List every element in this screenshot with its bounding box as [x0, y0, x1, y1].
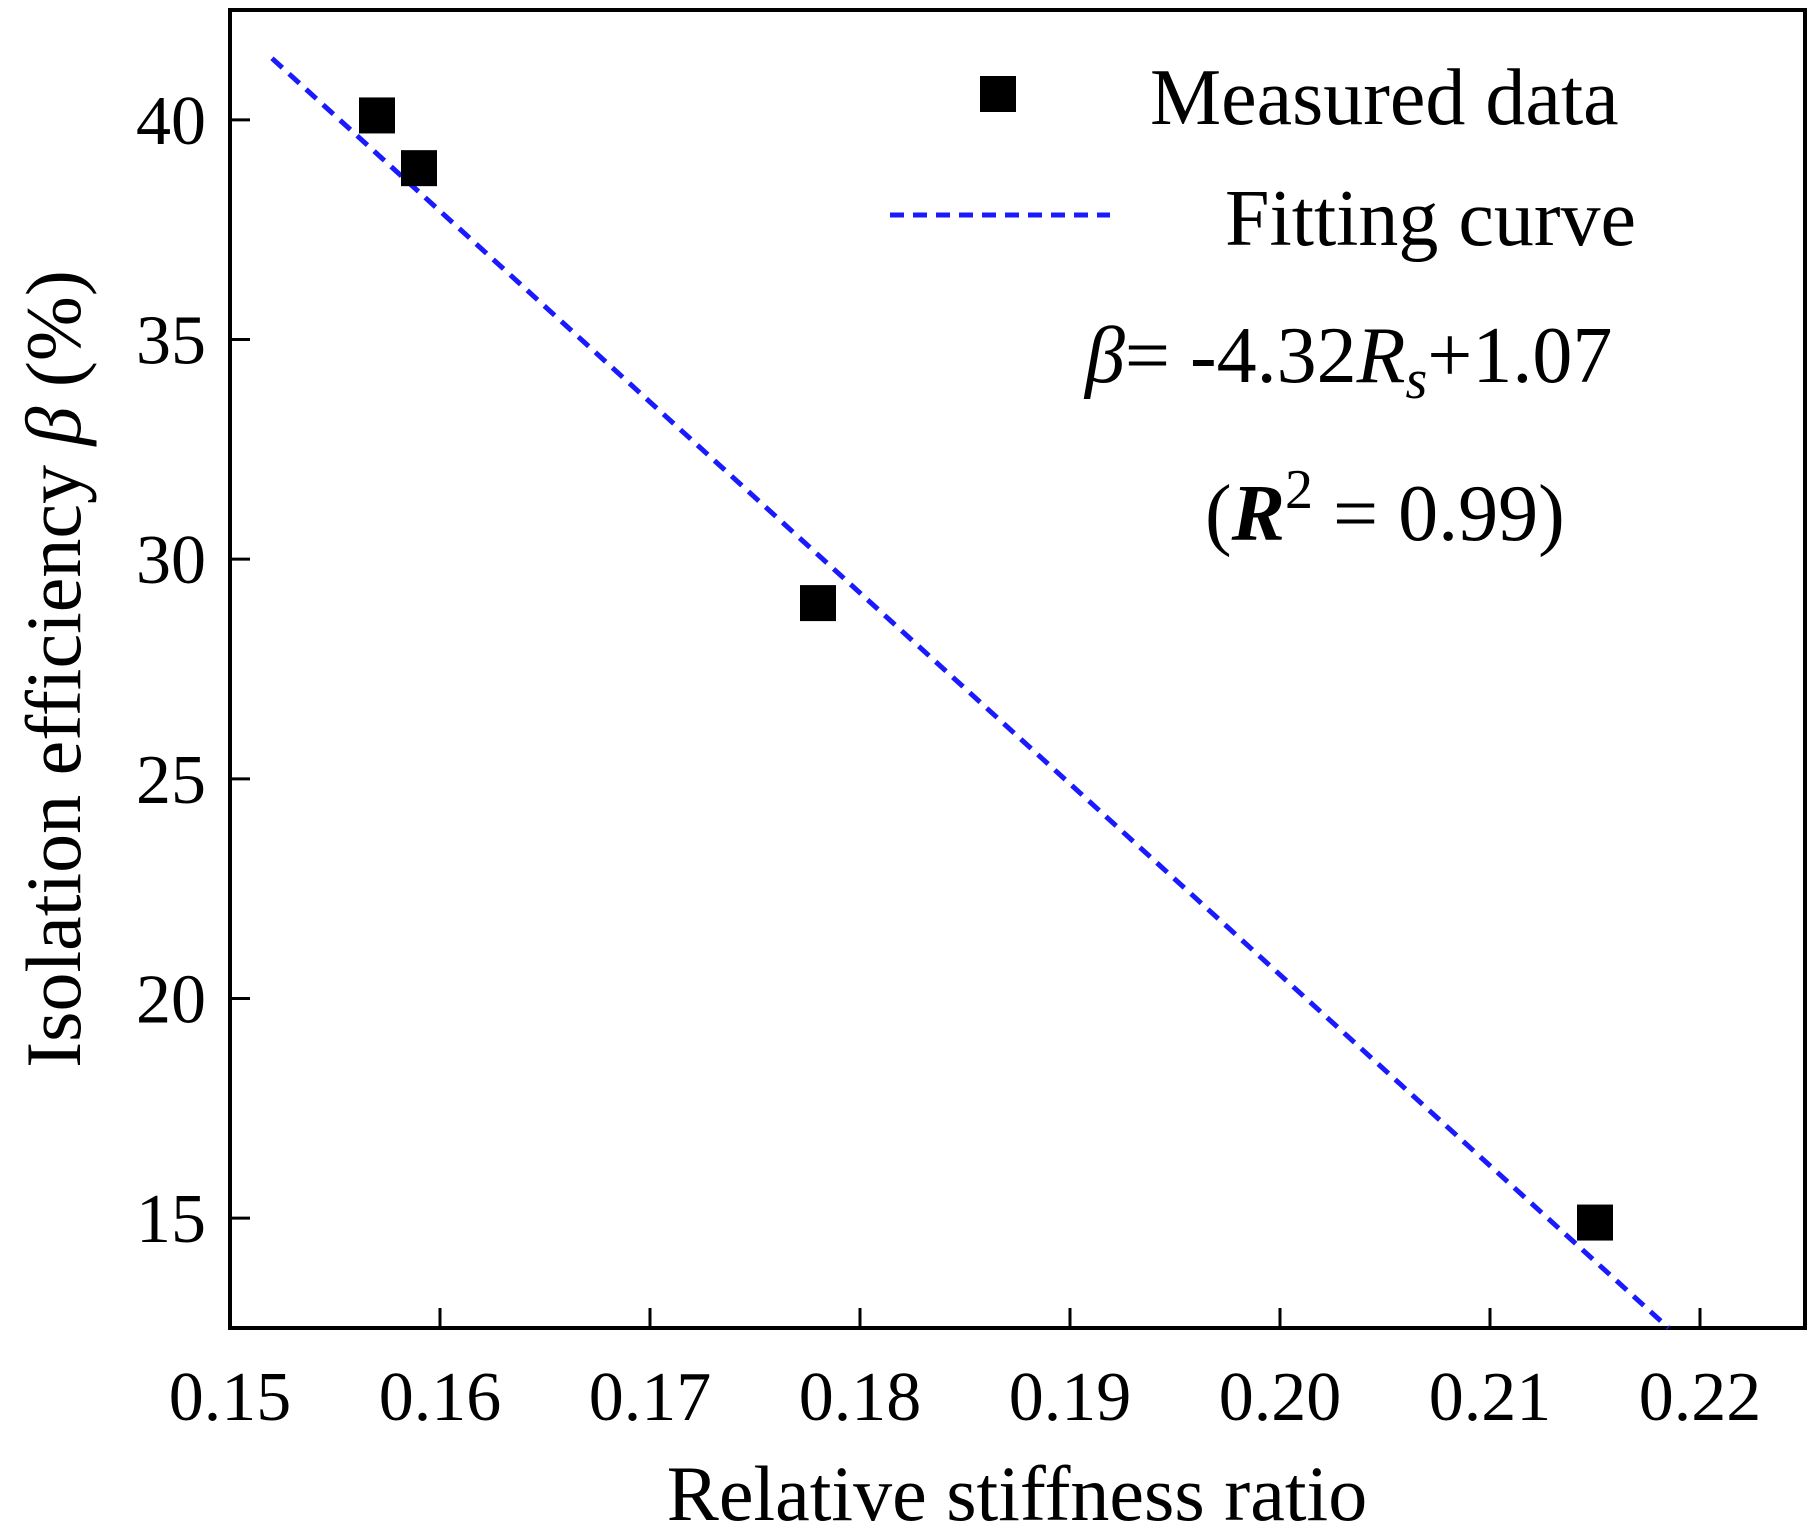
fit-equation: β= -4.32Rs+1.07 [1083, 312, 1612, 411]
measured-data-point [359, 97, 395, 134]
x-tick-label: 0.20 [1219, 1359, 1342, 1436]
legend: Measured data Fitting curve [890, 54, 1636, 263]
legend-label-fitting: Fitting curve [1225, 175, 1636, 263]
r-squared-annotation: (R2 = 0.99) [1205, 459, 1565, 558]
series-layer [270, 56, 1671, 1330]
x-tick-label: 0.15 [169, 1359, 292, 1436]
y-tick-label: 20 [136, 962, 206, 1039]
x-axis-ticks: 0.15 0.16 0.17 0.18 0.19 0.20 0.21 0.22 [169, 1308, 1762, 1436]
x-tick-label: 0.16 [379, 1359, 502, 1436]
measured-data-point [800, 585, 836, 622]
plot-frame [228, 8, 1807, 1330]
y-axis-title: Isolation efficiency β (%) [10, 270, 97, 1068]
x-tick-label: 0.21 [1429, 1359, 1552, 1436]
y-tick-label: 40 [136, 83, 206, 160]
legend-marker-measured [980, 76, 1016, 112]
x-tick-label: 0.19 [1009, 1359, 1132, 1436]
x-tick-label: 0.18 [799, 1359, 922, 1436]
y-axis-ticks: 15 20 25 30 35 40 [136, 83, 250, 1258]
y-tick-label: 15 [136, 1181, 206, 1258]
y-tick-label: 30 [136, 522, 206, 599]
y-tick-label: 25 [136, 742, 206, 819]
legend-label-measured: Measured data [1150, 54, 1619, 142]
measured-data-point [401, 150, 437, 187]
fitting-curve-line [270, 56, 1671, 1330]
measured-data-point [1577, 1204, 1613, 1241]
x-tick-label: 0.17 [589, 1359, 712, 1436]
x-tick-label: 0.22 [1639, 1359, 1762, 1436]
y-tick-label: 35 [136, 303, 206, 380]
x-axis-title: Relative stiffness ratio [667, 1450, 1367, 1530]
